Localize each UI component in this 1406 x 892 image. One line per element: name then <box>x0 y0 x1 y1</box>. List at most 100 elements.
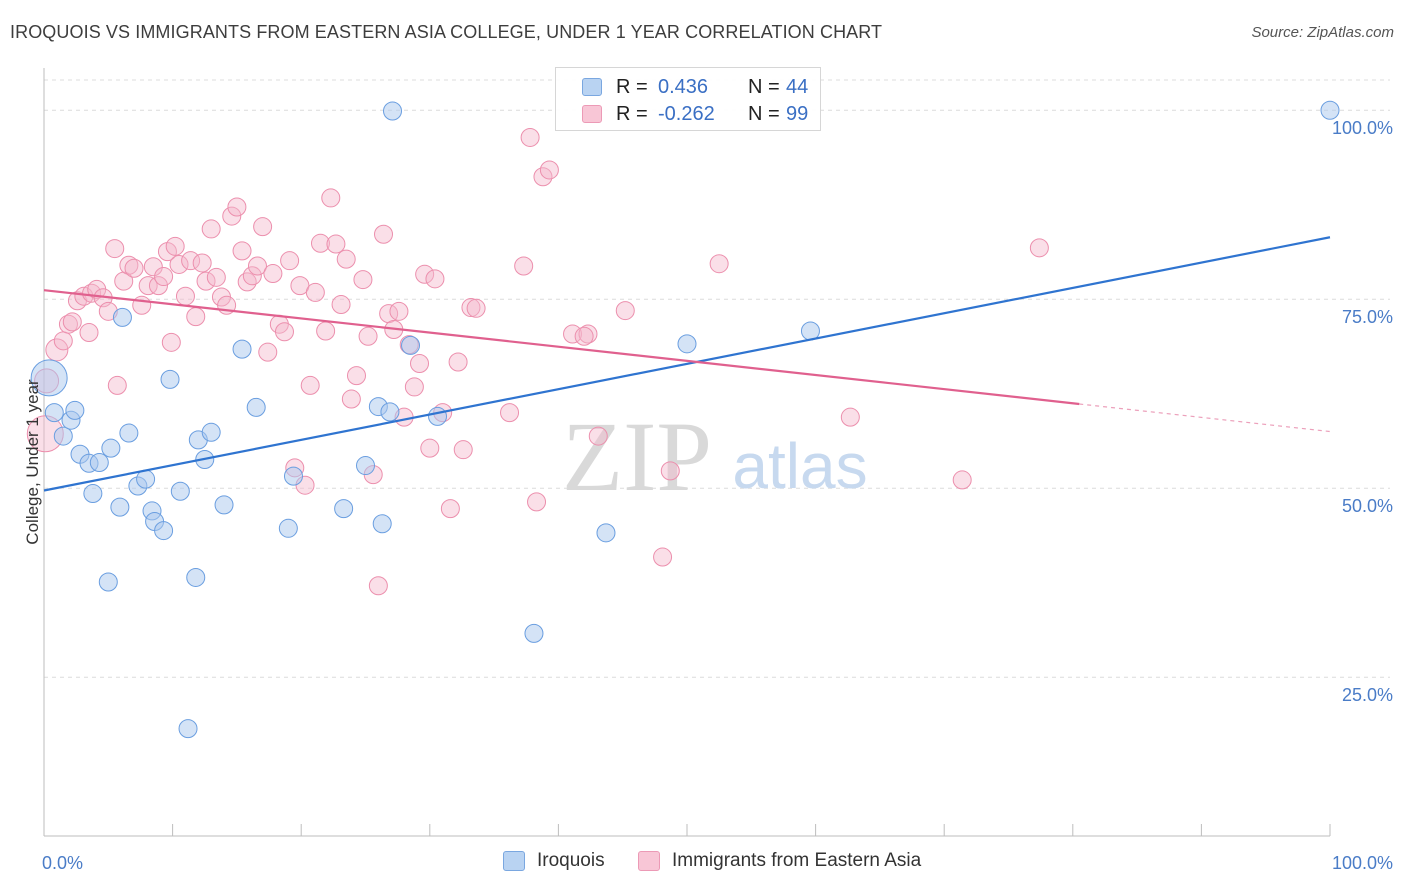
data-point-immigrants <box>154 267 174 287</box>
data-point-immigrants <box>119 255 139 275</box>
data-point-immigrants <box>326 234 346 254</box>
data-point-immigrants <box>227 197 247 217</box>
r-label: R = <box>616 102 648 125</box>
data-point-immigrants <box>588 426 608 446</box>
data-point-immigrants <box>368 576 388 596</box>
data-point-immigrants <box>186 307 206 327</box>
data-point-iroquois <box>98 572 118 592</box>
data-point-immigrants <box>169 254 189 274</box>
y-axis-label: College, Under 1 year <box>23 379 42 545</box>
data-point-iroquois <box>383 101 403 121</box>
x-tick-label: 100.0% <box>1332 853 1393 873</box>
y-tick-label: 100.0% <box>1332 118 1393 138</box>
data-point-immigrants <box>1029 238 1049 258</box>
data-point-immigrants <box>346 366 366 386</box>
r-label: R = <box>616 75 648 98</box>
data-point-immigrants <box>341 389 361 409</box>
series-immigrants-points <box>26 127 1049 596</box>
data-point-immigrants <box>192 253 212 273</box>
legend-label: Immigrants from Eastern Asia <box>672 850 922 871</box>
trend-line-immigrants-extension <box>1079 403 1331 433</box>
data-point-immigrants <box>563 324 583 344</box>
data-point-immigrants <box>161 332 181 352</box>
n-value: 44 <box>786 75 809 98</box>
data-point-iroquois <box>596 523 616 543</box>
data-point-immigrants <box>105 239 125 259</box>
data-point-immigrants <box>527 492 547 512</box>
legend-swatch-blue <box>503 851 525 871</box>
data-point-immigrants <box>253 217 273 237</box>
data-point-iroquois <box>101 438 121 458</box>
legend-row-iroquois: R = 0.436 N = 44 <box>582 75 808 99</box>
data-point-iroquois <box>65 400 85 420</box>
data-point-immigrants <box>520 127 540 147</box>
legend-row-immigrants: R = -0.262 N = 99 <box>582 102 808 126</box>
legend-item-immigrants[interactable]: Immigrants from Eastern Asia <box>638 850 921 872</box>
data-point-immigrants <box>653 547 673 567</box>
chart-title: IROQUOIS VS IMMIGRANTS FROM EASTERN ASIA… <box>10 22 883 42</box>
data-point-iroquois <box>44 403 64 423</box>
data-point-immigrants <box>124 258 144 278</box>
data-point-immigrants <box>300 375 320 395</box>
data-point-iroquois <box>278 518 298 538</box>
data-point-immigrants <box>453 440 473 460</box>
data-point-immigrants <box>952 470 972 490</box>
data-point-immigrants <box>331 295 351 315</box>
data-point-iroquois <box>110 497 130 517</box>
data-point-immigrants <box>82 283 102 303</box>
data-point-iroquois <box>30 359 68 397</box>
trend-line-iroquois <box>43 236 1331 492</box>
data-point-immigrants <box>280 251 300 271</box>
data-point-iroquois <box>89 453 109 473</box>
data-point-immigrants <box>222 206 242 226</box>
data-point-iroquois <box>677 334 697 354</box>
data-point-immigrants <box>53 331 73 351</box>
data-point-immigrants <box>263 264 283 284</box>
data-point-iroquois <box>154 521 174 541</box>
data-point-iroquois <box>53 426 73 446</box>
watermark: ZIP atlas <box>562 401 868 512</box>
watermark-atlas: atlas <box>732 430 867 502</box>
data-point-iroquois <box>136 469 156 489</box>
data-point-iroquois <box>186 567 206 587</box>
legend-swatch-blue <box>582 78 602 96</box>
data-point-immigrants <box>660 461 680 481</box>
data-point-iroquois <box>283 466 303 486</box>
data-point-immigrants <box>358 326 378 346</box>
data-point-immigrants <box>201 219 221 239</box>
data-point-immigrants <box>165 236 185 256</box>
data-point-iroquois <box>428 406 448 426</box>
y-tick-label: 75.0% <box>1342 307 1393 327</box>
source-label: Source: ZipAtlas.com <box>1251 24 1394 41</box>
r-value: 0.436 <box>658 75 709 98</box>
data-point-immigrants <box>132 295 152 315</box>
trend-line-immigrants <box>43 289 1080 406</box>
data-point-immigrants <box>237 272 257 292</box>
x-tick-label: 0.0% <box>42 853 83 873</box>
data-point-immigrants <box>206 267 226 287</box>
data-point-immigrants <box>440 499 460 519</box>
y-tick-label: 50.0% <box>1342 496 1393 516</box>
data-point-immigrants <box>461 298 481 318</box>
data-point-iroquois <box>112 307 132 327</box>
data-point-immigrants <box>353 270 373 290</box>
data-point-immigrants <box>258 342 278 362</box>
watermark-zip: ZIP <box>562 401 712 512</box>
data-point-immigrants <box>107 375 127 395</box>
data-point-immigrants <box>500 403 520 423</box>
data-point-immigrants <box>374 224 394 244</box>
data-point-immigrants <box>242 266 262 286</box>
data-point-immigrants <box>466 298 486 318</box>
data-point-immigrants <box>175 286 195 306</box>
data-point-immigrants <box>615 301 635 321</box>
tick-labels: 25.0% 50.0% 75.0% 100.0% 0.0% 100.0% <box>42 118 1393 873</box>
data-point-immigrants <box>232 241 252 261</box>
data-point-immigrants <box>138 276 158 296</box>
data-point-iroquois <box>380 402 400 422</box>
trend-lines <box>43 236 1331 492</box>
data-point-iroquois <box>201 422 221 442</box>
legend-item-iroquois[interactable]: Iroquois <box>503 850 605 872</box>
data-point-immigrants <box>148 276 168 296</box>
n-value: 99 <box>786 102 809 125</box>
r-value: -0.262 <box>658 102 715 125</box>
